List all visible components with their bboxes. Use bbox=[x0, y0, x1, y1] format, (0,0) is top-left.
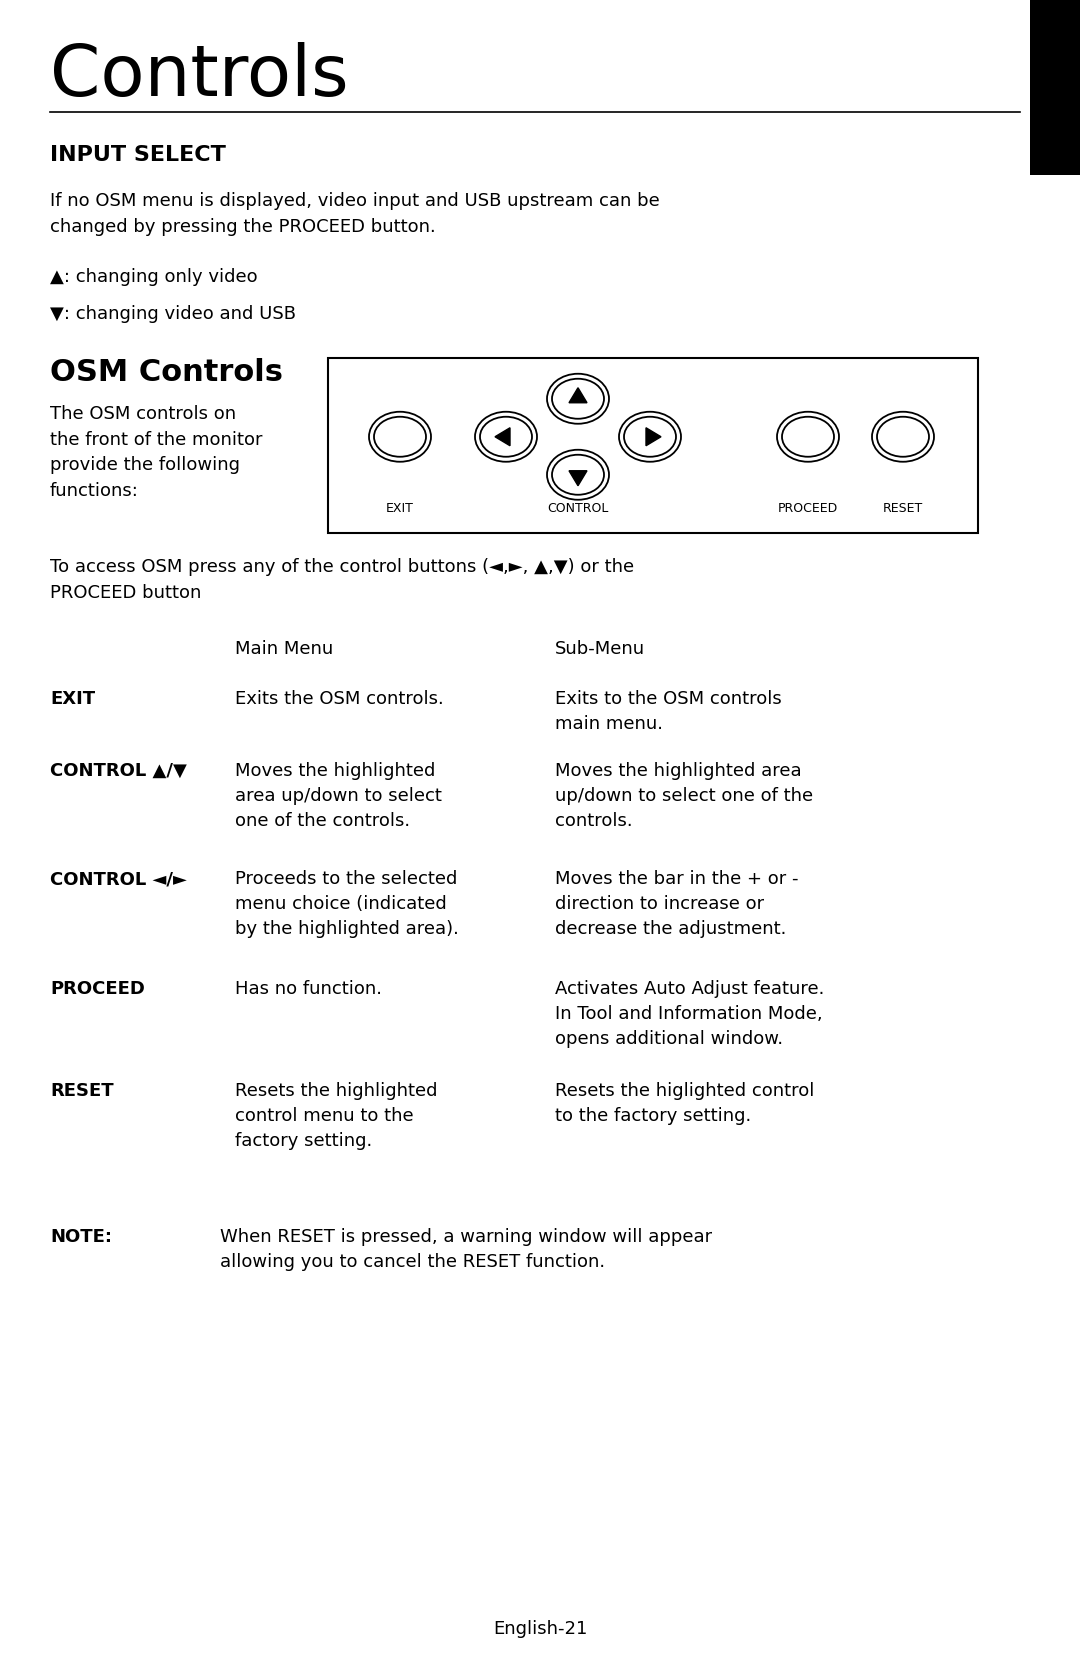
Text: ▼: changing video and USB: ▼: changing video and USB bbox=[50, 305, 296, 324]
Ellipse shape bbox=[374, 417, 426, 457]
Text: Main Menu: Main Menu bbox=[235, 639, 334, 658]
Polygon shape bbox=[495, 427, 510, 446]
Text: The OSM controls on
the front of the monitor
provide the following
functions:: The OSM controls on the front of the mon… bbox=[50, 406, 262, 501]
Text: Has no function.: Has no function. bbox=[235, 980, 382, 998]
Polygon shape bbox=[569, 387, 588, 402]
Text: Moves the highlighted
area up/down to select
one of the controls.: Moves the highlighted area up/down to se… bbox=[235, 763, 442, 829]
Text: CONTROL ◄/►: CONTROL ◄/► bbox=[50, 870, 187, 888]
Text: EXIT: EXIT bbox=[386, 502, 414, 516]
Text: RESET: RESET bbox=[882, 502, 923, 516]
Ellipse shape bbox=[546, 374, 609, 424]
Text: Resets the highlighted
control menu to the
factory setting.: Resets the highlighted control menu to t… bbox=[235, 1082, 437, 1150]
Ellipse shape bbox=[624, 417, 676, 457]
Ellipse shape bbox=[877, 417, 929, 457]
Text: If no OSM menu is displayed, video input and USB upstream can be
changed by pres: If no OSM menu is displayed, video input… bbox=[50, 192, 660, 235]
Text: Activates Auto Adjust feature.
In Tool and Information Mode,
opens additional wi: Activates Auto Adjust feature. In Tool a… bbox=[555, 980, 824, 1048]
Text: ▲: changing only video: ▲: changing only video bbox=[50, 269, 258, 285]
Text: Moves the highlighted area
up/down to select one of the
controls.: Moves the highlighted area up/down to se… bbox=[555, 763, 813, 829]
Ellipse shape bbox=[552, 454, 604, 494]
Text: PROCEED: PROCEED bbox=[778, 502, 838, 516]
Text: Controls: Controls bbox=[50, 42, 349, 112]
Ellipse shape bbox=[872, 412, 934, 462]
Ellipse shape bbox=[619, 412, 681, 462]
Ellipse shape bbox=[552, 379, 604, 419]
Polygon shape bbox=[646, 427, 661, 446]
Text: RESET: RESET bbox=[50, 1082, 113, 1100]
Text: English-21: English-21 bbox=[492, 1621, 588, 1637]
Text: When RESET is pressed, a warning window will appear
allowing you to cancel the R: When RESET is pressed, a warning window … bbox=[220, 1228, 712, 1272]
Text: Sub-Menu: Sub-Menu bbox=[555, 639, 645, 658]
Bar bbox=[1030, 0, 1080, 175]
Text: Moves the bar in the + or -
direction to increase or
decrease the adjustment.: Moves the bar in the + or - direction to… bbox=[555, 870, 798, 938]
Ellipse shape bbox=[777, 412, 839, 462]
Text: CONTROL ▲/▼: CONTROL ▲/▼ bbox=[50, 763, 187, 779]
Ellipse shape bbox=[369, 412, 431, 462]
Text: Exits the OSM controls.: Exits the OSM controls. bbox=[235, 689, 444, 708]
Text: CONTROL: CONTROL bbox=[548, 502, 609, 516]
Ellipse shape bbox=[782, 417, 834, 457]
Text: NOTE:: NOTE: bbox=[50, 1228, 112, 1247]
Text: Resets the higlighted control
to the factory setting.: Resets the higlighted control to the fac… bbox=[555, 1082, 814, 1125]
Text: PROCEED: PROCEED bbox=[50, 980, 145, 998]
Bar bbox=[328, 357, 978, 532]
Text: EXIT: EXIT bbox=[50, 689, 95, 708]
Text: Exits to the OSM controls
main menu.: Exits to the OSM controls main menu. bbox=[555, 689, 782, 733]
Ellipse shape bbox=[480, 417, 532, 457]
Text: OSM Controls: OSM Controls bbox=[50, 357, 283, 387]
Ellipse shape bbox=[475, 412, 537, 462]
Polygon shape bbox=[569, 471, 588, 486]
Text: Proceeds to the selected
menu choice (indicated
by the highlighted area).: Proceeds to the selected menu choice (in… bbox=[235, 870, 459, 938]
Ellipse shape bbox=[546, 449, 609, 499]
Text: INPUT SELECT: INPUT SELECT bbox=[50, 145, 226, 165]
Text: To access OSM press any of the control buttons (◄,►, ▲,▼) or the
PROCEED button: To access OSM press any of the control b… bbox=[50, 557, 634, 603]
